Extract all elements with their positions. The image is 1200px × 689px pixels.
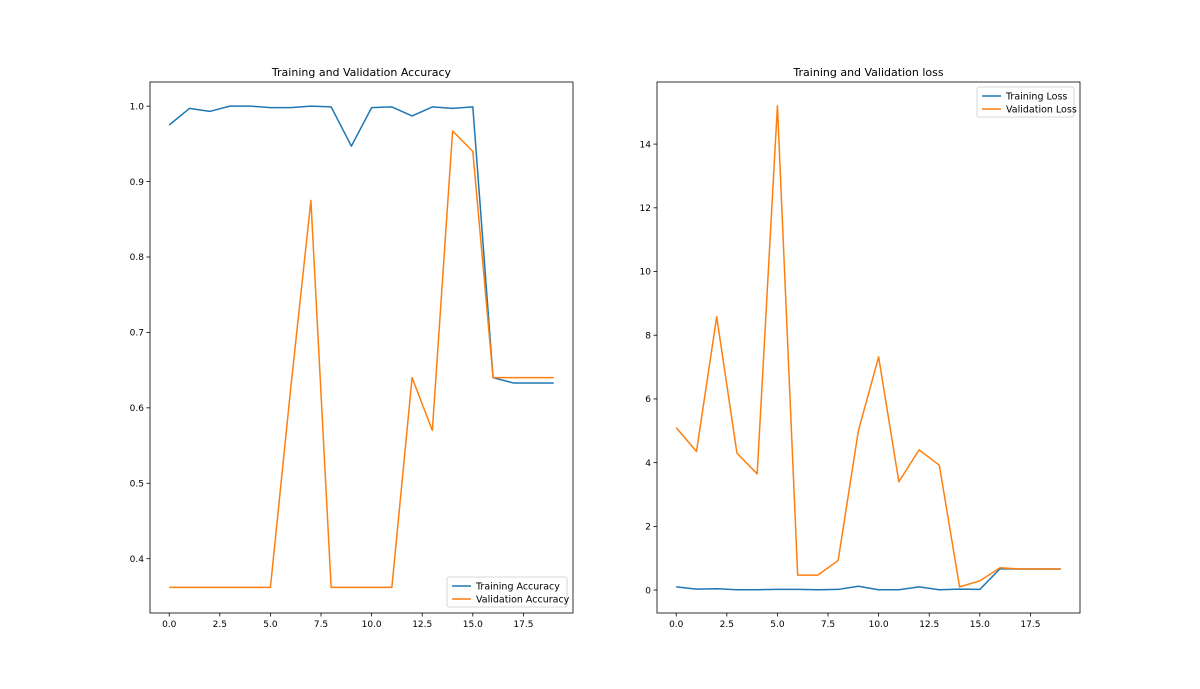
y-tick-label: 0 <box>645 586 651 596</box>
y-tick-label: 6 <box>645 395 651 405</box>
axes-frame <box>656 81 1081 614</box>
y-tick-label: 4 <box>645 459 651 469</box>
x-tick-label: 15.0 <box>463 620 483 630</box>
x-tick-label: 5.0 <box>263 620 278 630</box>
series-line-training-loss <box>676 567 1061 591</box>
y-tick-label: 0.4 <box>130 555 145 565</box>
legend-box <box>976 86 1075 118</box>
chart-title: Training and Validation loss <box>792 66 943 79</box>
y-tick-label: 2 <box>645 523 651 533</box>
legend: Training Loss Validation Loss <box>976 86 1077 118</box>
legend-label: Training Loss <box>1005 91 1067 102</box>
y-tick-label: 0.8 <box>130 253 145 263</box>
x-tick-label: 17.5 <box>1020 620 1040 630</box>
accuracy-chart: Training and Validation Accuracy 0.0 2.5 5.… <box>130 66 574 630</box>
y-tick-label: 14 <box>640 140 652 150</box>
y-tick-label: 12 <box>640 204 651 214</box>
series-line-validation-accuracy <box>169 130 554 589</box>
legend-label: Validation Accuracy <box>476 594 570 605</box>
y-tick-label: 8 <box>645 331 651 341</box>
legend-label: Training Accuracy <box>475 581 560 592</box>
x-tick-label: 17.5 <box>513 620 533 630</box>
x-tick-label: 15.0 <box>970 620 990 630</box>
chart-title: Training and Validation Accuracy <box>271 66 452 79</box>
x-tick-label: 7.5 <box>821 620 835 630</box>
y-tick-label: 0.6 <box>130 404 145 414</box>
x-tick-label: 2.5 <box>213 620 227 630</box>
y-tick-label: 0.7 <box>130 329 144 339</box>
y-tick-label: 10 <box>640 268 652 278</box>
x-tick-label: 5.0 <box>770 620 785 630</box>
x-tick-label: 10.0 <box>869 620 889 630</box>
x-tick-label: 0.0 <box>669 620 684 630</box>
legend-box <box>446 576 568 608</box>
y-tick-label: 0.5 <box>130 479 144 489</box>
x-tick-label: 0.0 <box>162 620 177 630</box>
x-tick-label: 10.0 <box>362 620 382 630</box>
loss-chart: Training and Validation loss 0.0 2.5 5.0 7.5… <box>640 66 1081 630</box>
series-line-validation-loss <box>675 105 1061 588</box>
y-tick-label: 1.0 <box>130 102 145 112</box>
x-tick-label: 12.5 <box>919 620 939 630</box>
legend-label: Validation Loss <box>1006 104 1077 115</box>
legend: Training Accuracy Validation Accuracy <box>446 576 570 608</box>
x-tick-label: 7.5 <box>314 620 328 630</box>
x-tick-label: 12.5 <box>412 620 432 630</box>
y-tick-label: 0.9 <box>130 178 145 188</box>
axes-frame <box>149 81 574 614</box>
x-tick-label: 2.5 <box>720 620 734 630</box>
